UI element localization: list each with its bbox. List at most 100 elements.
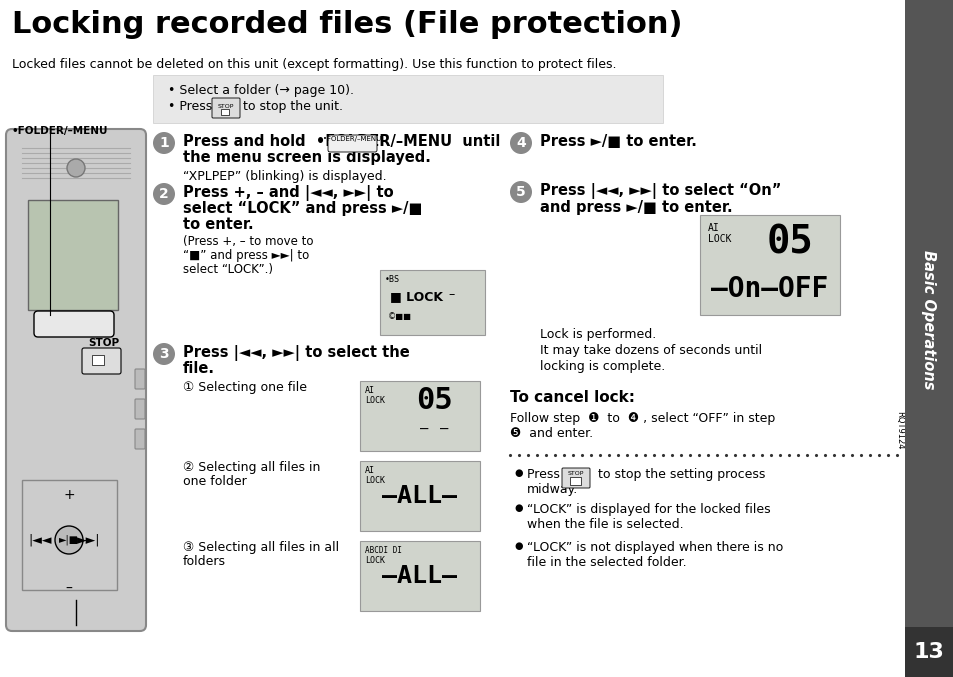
Bar [700,215,840,315]
Text: select “LOCK” and press ►/■: select “LOCK” and press ►/■ [183,201,422,216]
Text: ●: ● [514,468,522,478]
Text: –: – [448,288,454,301]
Text: LOCK: LOCK [707,234,731,244]
Text: Press |◄◄, ►►| to select the: Press |◄◄, ►►| to select the [183,345,410,361]
Text: STOP: STOP [88,338,119,348]
Ellipse shape [67,159,85,177]
Text: Locking recorded files (File protection): Locking recorded files (File protection) [12,10,681,39]
Text: file.: file. [183,361,214,376]
Text: ■ LOCK: ■ LOCK [390,290,442,303]
Text: Follow step  ❶  to  ❹ , select “OFF” in step: Follow step ❶ to ❹ , select “OFF” in ste… [510,412,775,425]
Text: Press: Press [526,468,563,481]
Text: RQT9124: RQT9124 [895,411,903,450]
Text: to enter.: to enter. [183,217,253,232]
Text: –ALL–: –ALL– [382,484,457,508]
Text: –: – [66,582,72,596]
Text: It may take dozens of seconds until: It may take dozens of seconds until [539,344,761,357]
FancyBboxPatch shape [135,369,145,389]
Text: AI: AI [707,223,719,233]
Text: ❺  and enter.: ❺ and enter. [510,427,593,440]
Text: Basic Operations: Basic Operations [921,250,936,390]
Text: LOCK: LOCK [365,396,385,405]
Bar [904,627,953,677]
Text: ►►|: ►►| [76,533,100,546]
FancyBboxPatch shape [34,311,113,337]
Text: • Press: • Press [168,100,216,113]
FancyBboxPatch shape [561,468,589,488]
Text: ►|■: ►|■ [59,535,79,545]
Text: to stop the unit.: to stop the unit. [243,100,343,113]
Text: ●: ● [514,541,522,551]
Text: ©■■: ©■■ [388,312,412,321]
Text: AI: AI [365,386,375,395]
Text: –: – [419,423,428,437]
Text: ① Selecting one file: ① Selecting one file [183,381,307,394]
Text: folders: folders [183,555,226,568]
Text: 3: 3 [159,347,169,361]
Circle shape [510,132,532,154]
Text: Press +, – and |◄◄, ►►| to: Press +, – and |◄◄, ►►| to [183,185,394,201]
Text: Press and hold  •FOLDER/–MENU  until: Press and hold •FOLDER/–MENU until [183,134,500,149]
Text: locking is complete.: locking is complete. [539,360,664,373]
Text: •BS: •BS [385,275,399,284]
FancyBboxPatch shape [135,399,145,419]
Bar [22,480,117,590]
Circle shape [510,181,532,203]
Text: 05: 05 [766,223,813,261]
Bar [569,477,580,485]
Text: |◄◄: |◄◄ [28,533,51,546]
Text: Press |◄◄, ►►| to select “On”: Press |◄◄, ►►| to select “On” [539,183,781,199]
Text: one folder: one folder [183,475,247,488]
Bar [379,270,484,335]
Text: “XPLPEP” (blinking) is displayed.: “XPLPEP” (blinking) is displayed. [183,170,386,183]
Text: Lock is performed.: Lock is performed. [539,328,656,341]
Text: “LOCK” is displayed for the locked files: “LOCK” is displayed for the locked files [526,503,770,516]
Text: LOCK: LOCK [365,476,385,485]
Text: when the file is selected.: when the file is selected. [526,518,683,531]
Bar [359,461,479,531]
Text: 2: 2 [159,187,169,201]
Circle shape [152,132,174,154]
Text: • Select a folder (→ page 10).: • Select a folder (→ page 10). [168,84,354,97]
Text: “LOCK” is not displayed when there is no: “LOCK” is not displayed when there is no [526,541,782,554]
Circle shape [152,183,174,205]
Ellipse shape [55,526,83,554]
FancyBboxPatch shape [328,135,376,152]
Text: file in the selected folder.: file in the selected folder. [526,556,686,569]
Bar [221,109,229,115]
Text: ABCDI DI: ABCDI DI [365,546,401,555]
Text: Press ►/■ to enter.: Press ►/■ to enter. [539,134,696,149]
Bar [904,0,953,677]
Bar [152,75,662,123]
Text: 13: 13 [913,642,943,662]
Text: –: – [439,423,448,437]
Text: ●: ● [514,503,522,513]
Text: –On–OFF: –On–OFF [711,275,828,303]
Text: STOP: STOP [567,471,583,476]
Text: (Press +, – to move to: (Press +, – to move to [183,235,314,248]
Text: 4: 4 [516,136,525,150]
Text: ② Selecting all files in: ② Selecting all files in [183,461,320,474]
FancyBboxPatch shape [212,98,240,118]
Text: ③ Selecting all files in all: ③ Selecting all files in all [183,541,338,554]
Text: Locked files cannot be deleted on this unit (except formatting). Use this functi: Locked files cannot be deleted on this u… [12,58,616,71]
Text: AI: AI [365,466,375,475]
FancyBboxPatch shape [82,348,121,374]
Text: to stop the setting process: to stop the setting process [594,468,764,481]
Text: •FOLDER/–MENU: •FOLDER/–MENU [12,126,109,136]
Text: –ALL–: –ALL– [382,564,457,588]
Circle shape [152,343,174,365]
Bar [28,200,118,310]
Text: STOP: STOP [217,104,233,109]
Text: +: + [63,488,74,502]
Text: midway.: midway. [526,483,578,496]
Text: select “LOCK”.): select “LOCK”.) [183,263,273,276]
Text: •FOLDER/–MENU: •FOLDER/–MENU [322,136,381,142]
Text: the menu screen is displayed.: the menu screen is displayed. [183,150,431,165]
Bar [359,381,479,451]
Text: 1: 1 [159,136,169,150]
FancyBboxPatch shape [135,429,145,449]
Text: LOCK: LOCK [365,556,385,565]
Text: To cancel lock:: To cancel lock: [510,390,635,405]
Text: and press ►/■ to enter.: and press ►/■ to enter. [539,200,732,215]
